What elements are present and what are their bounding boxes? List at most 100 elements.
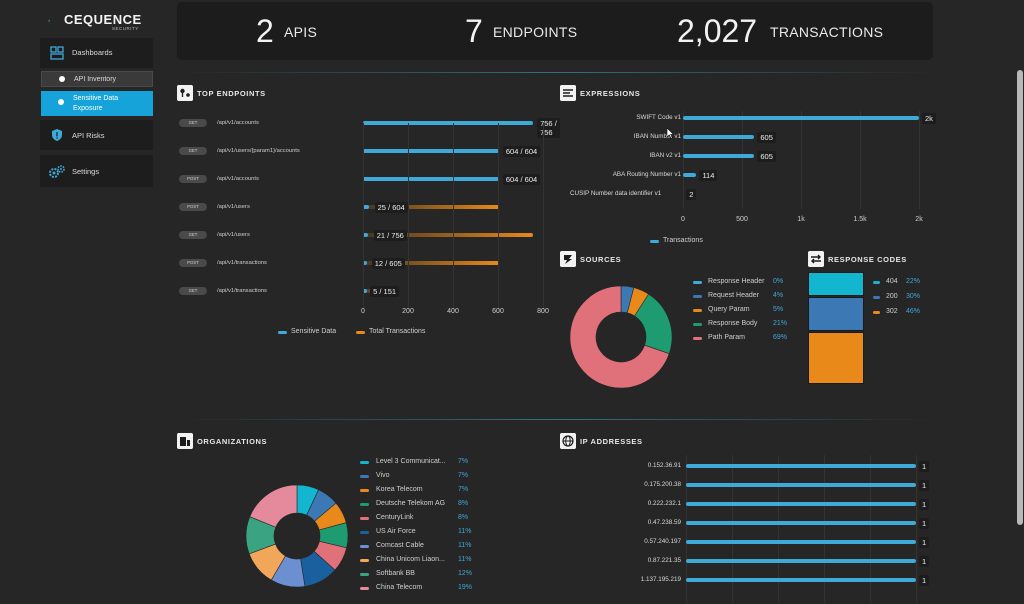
- legend-swatch: [360, 503, 369, 506]
- organization-icon: [177, 433, 193, 449]
- legend-swatch: [360, 587, 369, 590]
- response-code-block: [808, 297, 864, 331]
- x-tick-label: 0: [361, 308, 365, 315]
- expressions-icon: [560, 85, 576, 101]
- legend-label: Response Body: [708, 320, 758, 327]
- legend-swatch: [360, 531, 369, 534]
- endpoint-path: /api/v1/transactions: [217, 287, 267, 294]
- legend-label: Comcast Cable: [376, 542, 424, 549]
- legend-percent: 11%: [458, 528, 472, 535]
- legend-label: 200: [886, 293, 898, 300]
- ip-address-bar: [686, 502, 916, 506]
- response-codes-chart: 404 22% 200 30% 302 46%: [806, 272, 936, 392]
- gridline: [453, 123, 454, 313]
- gridline: [363, 123, 364, 313]
- ip-address-bar: [686, 559, 916, 563]
- summary-panel: 2 APIS 7 ENDPOINTS 2,027 TRANSACTIONS: [177, 2, 933, 60]
- top-endpoints-chart: GET/api/v1/accounts 756 / 756 GET/api/v1/u…: [170, 105, 560, 345]
- mouse-cursor-icon: [667, 128, 675, 139]
- divider: [177, 419, 937, 420]
- swap-arrows-icon: [808, 251, 824, 267]
- sidebar-item-dashboards[interactable]: Dashboards: [40, 38, 153, 68]
- bar-value-label: 1: [919, 555, 930, 567]
- legend-swatch: [873, 311, 880, 314]
- method-badge: GET: [179, 231, 207, 239]
- sidebar-item-label: Dashboards: [72, 48, 113, 57]
- method-badge: GET: [179, 119, 207, 127]
- bar-value-label: 1: [919, 479, 930, 491]
- expression-bar: [683, 135, 755, 139]
- gridline: [870, 455, 871, 604]
- legend-percent: 11%: [458, 556, 472, 563]
- method-badge: POST: [179, 259, 207, 267]
- legend-label: Sensitive Data: [291, 328, 337, 335]
- endpoints-label: ENDPOINTS: [493, 24, 578, 40]
- bar-value-label: 1: [919, 574, 930, 586]
- legend-percent: 12%: [458, 570, 473, 577]
- gridline: [543, 123, 544, 313]
- section-title-response-codes: RESPONSE CODES: [828, 255, 907, 264]
- ip-address-bar: [686, 540, 916, 544]
- dashboard-icon: [50, 46, 64, 60]
- total-transactions-bar: [363, 233, 534, 237]
- legend-swatch: [693, 295, 702, 298]
- transactions-label: TRANSACTIONS: [770, 24, 884, 40]
- legend-label: Path Param: [708, 334, 745, 341]
- legend-swatch: [693, 337, 702, 340]
- gridline: [742, 111, 743, 209]
- bar-value-label: 114: [699, 169, 718, 181]
- sidebar-item-settings[interactable]: Settings: [40, 155, 153, 187]
- legend-label: Level 3 Communicat...: [376, 458, 446, 465]
- gridline: [498, 123, 499, 313]
- organizations-chart: Level 3 Communicat... 7% Vivo 7% Korea Telec…: [230, 452, 500, 602]
- legend-swatch: [360, 461, 369, 464]
- expression-bar: [683, 154, 755, 158]
- sidebar-item-sensitive-data-exposure[interactable]: Sensitive Data Exposure: [41, 91, 153, 116]
- response-code-block: [808, 272, 864, 297]
- x-tick-label: 400: [447, 308, 459, 315]
- section-title-organizations: ORGANIZATIONS: [197, 437, 268, 446]
- transactions-count: 2,027: [677, 13, 758, 49]
- x-tick-label: 500: [736, 216, 748, 223]
- legend-percent: 4%: [773, 292, 784, 299]
- gridline: [824, 455, 825, 604]
- x-tick-label: 2k: [915, 216, 923, 223]
- legend-swatch: [693, 281, 702, 284]
- bar-value-label: 1: [919, 517, 930, 529]
- y-category-label: IBAN Number v1: [633, 133, 681, 140]
- gridline: [778, 455, 779, 604]
- ip-addresses-chart: 0.152.36.91 1 0.175.200.38 1 0.222.232.1 1 0.4…: [560, 455, 940, 604]
- sidebar-item-label: Settings: [72, 167, 100, 176]
- section-title-sources: SOURCES: [580, 255, 622, 264]
- legend-percent: 7%: [458, 472, 469, 479]
- cequence-logo-icon: [48, 19, 51, 23]
- legend-percent: 69%: [773, 334, 788, 341]
- gridline: [860, 111, 861, 209]
- x-tick-label: 200: [402, 308, 414, 315]
- legend-swatch: [873, 296, 880, 299]
- method-badge: GET: [179, 287, 207, 295]
- legend-swatch: [693, 323, 702, 326]
- ip-address-bar: [686, 483, 916, 487]
- sidebar-item-api-risks[interactable]: API Risks: [40, 120, 153, 150]
- sidebar-item-api-inventory[interactable]: API Inventory: [41, 71, 153, 87]
- x-tick-label: 600: [492, 308, 504, 315]
- legend-label: China Telecom: [376, 584, 423, 591]
- bar-value-label: 5 / 151: [370, 285, 400, 297]
- endpoint-path: /api/v1/users/{param1}/accounts: [217, 147, 300, 154]
- legend-label: Total Transactions: [369, 328, 426, 335]
- legend-label: Response Header: [708, 278, 765, 285]
- ip-address-label: 0.57.240.197: [644, 538, 681, 545]
- shield-icon: [52, 129, 62, 141]
- legend-swatch: [693, 309, 702, 312]
- brand-name: CEQUENCE: [64, 12, 142, 27]
- scrollbar[interactable]: [1017, 70, 1023, 525]
- legend-percent: 46%: [906, 308, 921, 315]
- divider: [177, 72, 937, 73]
- gridline: [916, 455, 917, 604]
- legend-percent: 22%: [906, 278, 921, 285]
- legend-percent: 19%: [458, 584, 473, 591]
- bar-value-label: 605: [757, 131, 776, 143]
- legend-percent: 7%: [458, 458, 469, 465]
- bar-value-label: 756 / 756: [537, 117, 560, 138]
